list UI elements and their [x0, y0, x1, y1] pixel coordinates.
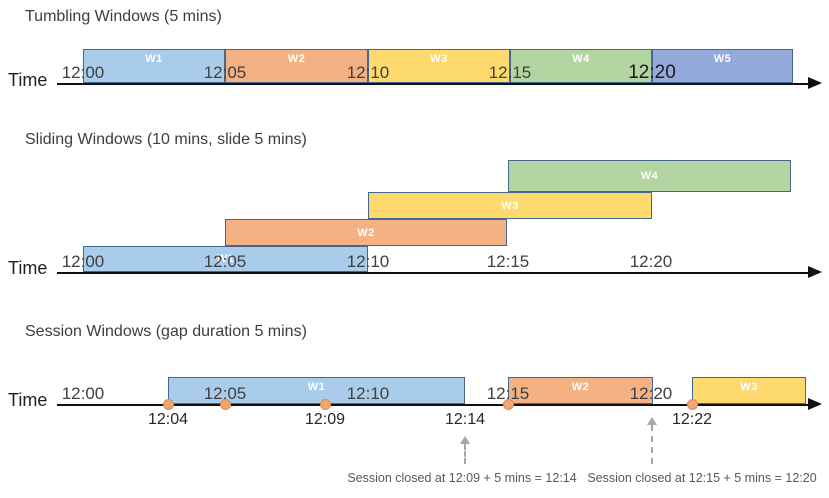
window-label: W5 [713, 53, 732, 65]
annotation-text: Session closed at 12:09 + 5 mins = 12:14 [347, 471, 577, 485]
window-label: W3 [740, 381, 758, 393]
annotation-text: Session closed at 12:15 + 5 mins = 12:20 [587, 471, 817, 485]
window-label: W1 [145, 53, 163, 65]
event-dot [687, 399, 698, 410]
section-title: Session Windows (gap duration 5 mins) [25, 323, 307, 340]
timeline-arrowhead-icon [808, 266, 822, 278]
tick-label: 12:20 [629, 384, 673, 403]
window-bar-w4: W4 [508, 160, 791, 192]
tick-label: 12:20 [629, 252, 673, 271]
timeline [57, 83, 810, 85]
tick-label: 12:00 [61, 384, 105, 403]
event-dot [503, 399, 514, 410]
session-close-arrow [651, 425, 653, 464]
window-label: W3 [430, 53, 448, 65]
window-label: W2 [357, 226, 375, 239]
section-title: Tumbling Windows (5 mins) [25, 8, 222, 25]
tick-label: 12:15 [486, 252, 530, 271]
window-label: W2 [571, 381, 590, 393]
tick-label: 12:15 [488, 63, 532, 82]
tick-label: 12:15 [486, 384, 530, 403]
event-time-label: 12:22 [671, 411, 713, 428]
window-bar-w3: W3 [692, 377, 806, 404]
section-title: Sliding Windows (10 mins, slide 5 mins) [25, 131, 307, 148]
event-time-label: 12:14 [444, 411, 486, 428]
arrow-up-icon [647, 417, 657, 425]
arrow-up-icon [460, 436, 470, 444]
time-axis-label: Time [8, 258, 48, 278]
window-bar-w4: W4 [510, 49, 652, 83]
window-label: W4 [572, 53, 590, 65]
tick-label: 12:00 [61, 252, 105, 271]
tick-label: 12:20 [628, 62, 676, 83]
tick-label: 12:05 [203, 63, 247, 82]
window-label: W1 [307, 381, 326, 393]
tick-label: 12:05 [203, 384, 247, 403]
session-close-arrow [464, 444, 466, 464]
window-label: W2 [287, 53, 306, 65]
window-bar-w1: W1 [83, 49, 225, 83]
window-bar-w1: W1 [168, 377, 465, 404]
event-time-label: 12:04 [147, 411, 189, 428]
time-axis-label: Time [8, 390, 48, 410]
tick-label: 12:10 [346, 384, 390, 403]
timeline-arrowhead-icon [808, 77, 822, 89]
window-bar-w2: W2 [225, 49, 368, 83]
timeline [57, 404, 810, 406]
tick-label: 12:10 [346, 63, 390, 82]
window-label: W4 [640, 170, 659, 182]
time-axis-label: Time [8, 70, 48, 90]
tick-label: 12:00 [61, 63, 105, 82]
window-bar-w2: W2 [508, 377, 653, 404]
event-dot [220, 399, 231, 410]
tick-label: 12:05 [203, 252, 247, 271]
event-time-label: 12:09 [304, 411, 346, 428]
window-bar-w5: W5 [652, 49, 793, 83]
window-label: W3 [501, 199, 519, 212]
window-bar-w3: W3 [368, 192, 652, 219]
event-dot [163, 399, 174, 410]
window-label: W1 [216, 253, 235, 265]
tick-label: 12:10 [346, 252, 390, 271]
timeline [57, 272, 810, 274]
window-bar-w2: W2 [225, 219, 507, 246]
event-dot [320, 399, 331, 410]
timeline-arrowhead-icon [808, 398, 822, 410]
window-bar-w3: W3 [368, 49, 510, 83]
window-bar-w1: W1 [83, 246, 368, 272]
